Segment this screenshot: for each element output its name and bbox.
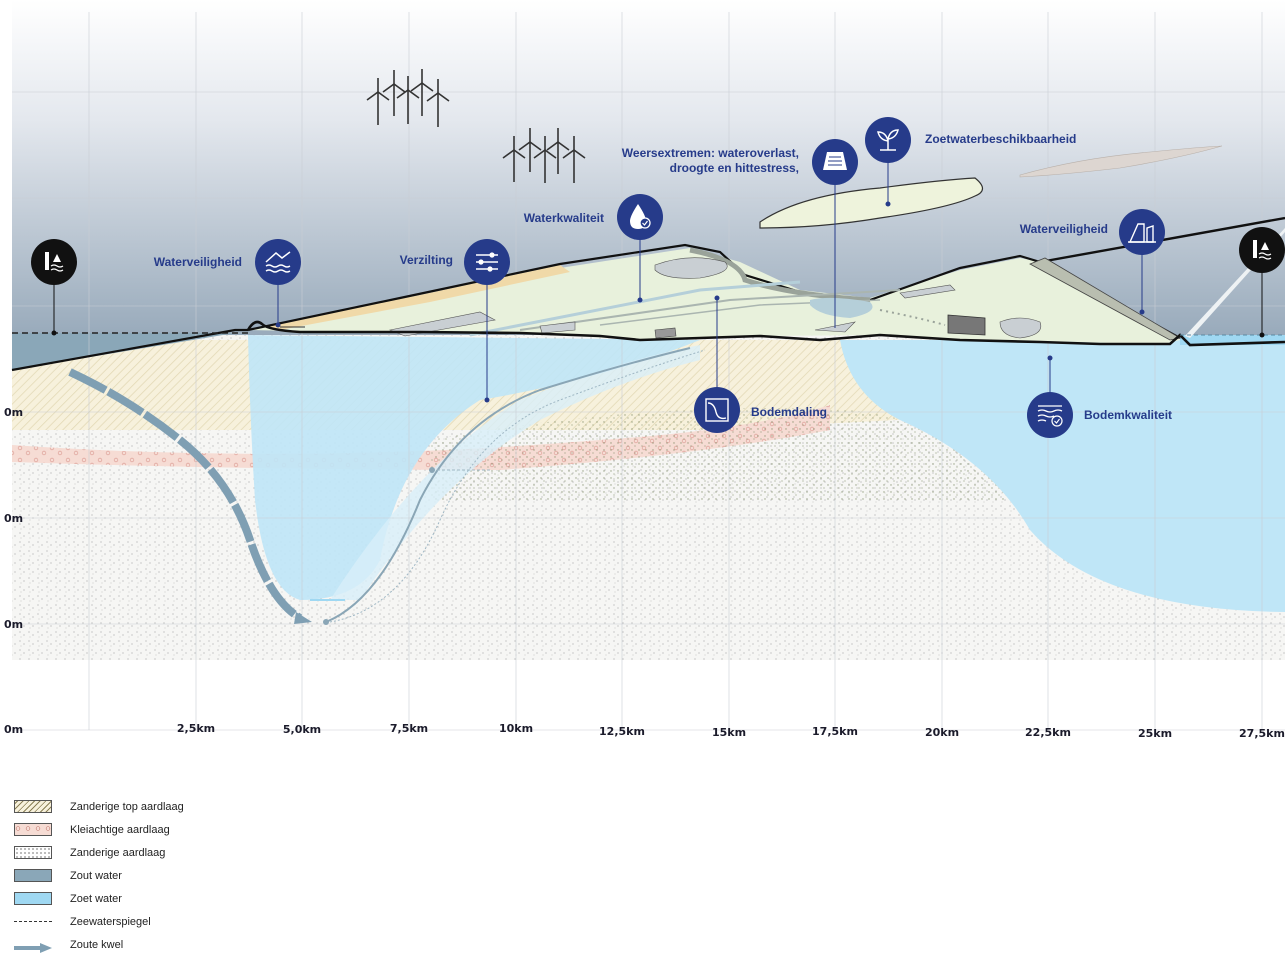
label-zoetwaterbeschikbaarheid: Zoetwaterbeschikbaarheid: [925, 132, 1076, 146]
label-weersextremen-line1: Weersextremen: wateroverlast,: [622, 146, 799, 160]
saline-seepage-arrow: [68, 368, 303, 622]
x-tick-label: 10km: [499, 722, 533, 735]
rainfall-gauge-icon[interactable]: [812, 139, 858, 185]
sea-right: [1180, 335, 1285, 345]
water-drop-check-icon[interactable]: [617, 194, 663, 240]
sea-level-rise-icon[interactable]: [1239, 227, 1285, 273]
legend-item: Zanderige top aardlaag: [14, 795, 184, 818]
y-tick-label: 0m: [4, 406, 23, 419]
y-tick-label: 0m: [4, 512, 23, 525]
dike-wall-icon[interactable]: [1119, 209, 1165, 255]
grid-lines: [12, 12, 1285, 731]
label-waterkwaliteit: Waterkwaliteit: [524, 211, 604, 225]
x-tick-label: 7,5km: [390, 722, 428, 735]
legend-swatch: [14, 892, 52, 905]
label-bodemkwaliteit: Bodemkwaliteit: [1084, 408, 1172, 422]
distant-island: [1019, 145, 1223, 178]
x-tick-label: 2,5km: [177, 722, 215, 735]
legend-swatch: [14, 940, 52, 953]
legend-item: Kleiachtige aardlaag: [14, 818, 184, 841]
legend-label: Zoet water: [70, 892, 122, 905]
x-tick-label: 15km: [712, 726, 746, 739]
label-waterveiligheid-left: Waterveiligheid: [154, 255, 242, 269]
cross-section-diagram: Waterveiligheid Verzilting Waterkwalitei…: [4, 0, 1285, 740]
x-tick-label: 12,5km: [599, 725, 645, 738]
legend-label: Zanderige top aardlaag: [70, 800, 184, 813]
x-tick-label: 27,5km: [1239, 727, 1285, 740]
legend-swatch: [14, 869, 52, 882]
legend-item: Zout water: [14, 864, 184, 887]
x-tick-label: 20km: [925, 726, 959, 739]
fresh-water-body-right: [840, 340, 1285, 612]
sea-level-rise-icon[interactable]: [31, 239, 77, 285]
soil-check-icon[interactable]: [1027, 392, 1073, 438]
label-weersextremen-line2: droogte en hittestress,: [670, 161, 799, 175]
legend-item: Zanderige aardlaag: [14, 841, 184, 864]
x-tick-label: 0m: [4, 723, 23, 736]
legend-label: Zout water: [70, 869, 122, 882]
legend-swatch: [14, 823, 52, 836]
legend-label: Zanderige aardlaag: [70, 846, 166, 859]
legend-label: Zoute kwel: [70, 938, 124, 951]
legend-swatch: [14, 921, 52, 922]
subsidence-graph-icon[interactable]: [694, 387, 740, 433]
waves-dike-icon[interactable]: [255, 239, 301, 285]
sprout-icon[interactable]: [865, 117, 911, 163]
x-axis: 0m 2,5km 5,0km 7,5km 10km 12,5km 15km 17,5km 20k…: [4, 722, 1285, 740]
legend-item: Zoet water: [14, 887, 184, 910]
label-verzilting: Verzilting: [400, 253, 453, 267]
x-tick-label: 5,0km: [283, 723, 321, 736]
x-tick-label: 25km: [1138, 727, 1172, 740]
wind-turbines-icon: [366, 69, 586, 183]
y-axis: 0m 0m 0m: [4, 406, 23, 631]
label-bodemdaling: Bodemdaling: [751, 405, 827, 419]
legend-swatch: [14, 846, 52, 859]
ground-surface-line: [246, 320, 1285, 347]
legend: Zanderige top aardlaag Kleiachtige aardla…: [14, 795, 184, 956]
legend-label: Kleiachtige aardlaag: [70, 823, 170, 836]
y-tick-label: 0m: [4, 618, 23, 631]
legend-item: Zoute kwel: [14, 933, 184, 956]
legend-label: Zeewaterspiegel: [70, 915, 151, 928]
elevated-island: [759, 177, 984, 229]
salinity-sliders-icon[interactable]: [464, 239, 510, 285]
legend-swatch: [14, 800, 52, 813]
x-tick-label: 17,5km: [812, 725, 858, 738]
fresh-water-body-left: [248, 335, 700, 600]
x-tick-label: 22,5km: [1025, 726, 1071, 739]
legend-item: Zeewaterspiegel: [14, 910, 184, 933]
label-waterveiligheid-right: Waterveiligheid: [1020, 222, 1108, 236]
